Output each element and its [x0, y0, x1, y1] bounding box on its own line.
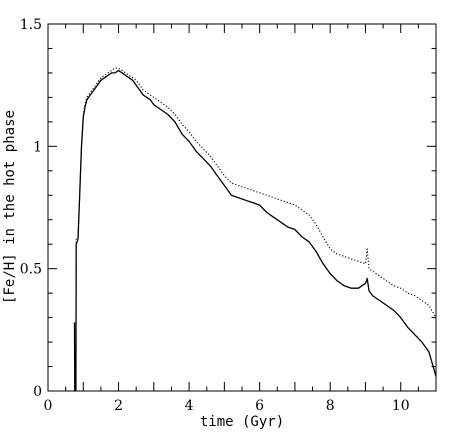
y-tick-label: 0.5 [20, 262, 42, 278]
axis-ticks [47, 23, 437, 392]
series-line-dotted [73, 67, 437, 392]
x-tick-label: 8 [326, 398, 335, 414]
y-tick-label: 1.5 [20, 17, 42, 33]
y-axis-label: [Fe/H] in the hot phase [2, 110, 18, 304]
x-tick-label: 4 [185, 398, 194, 414]
plot-frame [47, 23, 437, 392]
x-axis-label: time (Gyr) [200, 414, 284, 430]
x-tick-label: 0 [44, 398, 53, 414]
y-tick-label: 1 [33, 139, 42, 155]
series-line-solid [73, 69, 437, 392]
y-tick-label: 0 [33, 384, 42, 400]
axis-tick-labels: 0 2 4 6 8 10 0 0.5 1 1.5 [20, 17, 410, 414]
series-layer [73, 67, 437, 392]
x-tick-label: 6 [255, 398, 264, 414]
x-tick-label: 2 [114, 398, 123, 414]
x-tick-label: 10 [392, 398, 410, 414]
